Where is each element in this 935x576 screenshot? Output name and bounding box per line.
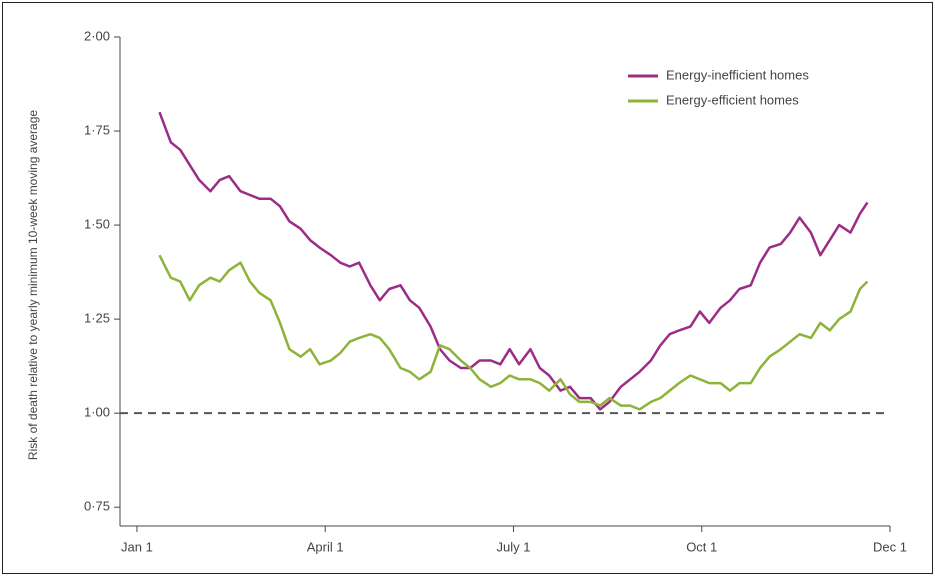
x-tick-label: Jan 1: [121, 539, 153, 554]
x-tick-label: April 1: [307, 539, 344, 554]
y-tick-label: 2·00: [84, 28, 110, 43]
x-tick-label: Dec 1: [873, 539, 907, 554]
legend-label: Energy-efficient homes: [666, 92, 799, 107]
y-tick-label: 1·50: [84, 217, 110, 232]
legend-label: Energy-inefficient homes: [666, 67, 809, 82]
y-tick-label: 1·00: [84, 405, 110, 420]
y-tick-label: 1·75: [84, 122, 110, 137]
x-tick-label: Oct 1: [686, 539, 717, 554]
y-tick-label: 0·75: [84, 499, 110, 514]
x-tick-label: July 1: [496, 539, 530, 554]
series-line: [158, 254, 869, 411]
series-line: [158, 111, 869, 411]
y-tick-label: 1·25: [84, 311, 110, 326]
y-axis-label: Risk of death relative to yearly minimum…: [26, 110, 40, 460]
